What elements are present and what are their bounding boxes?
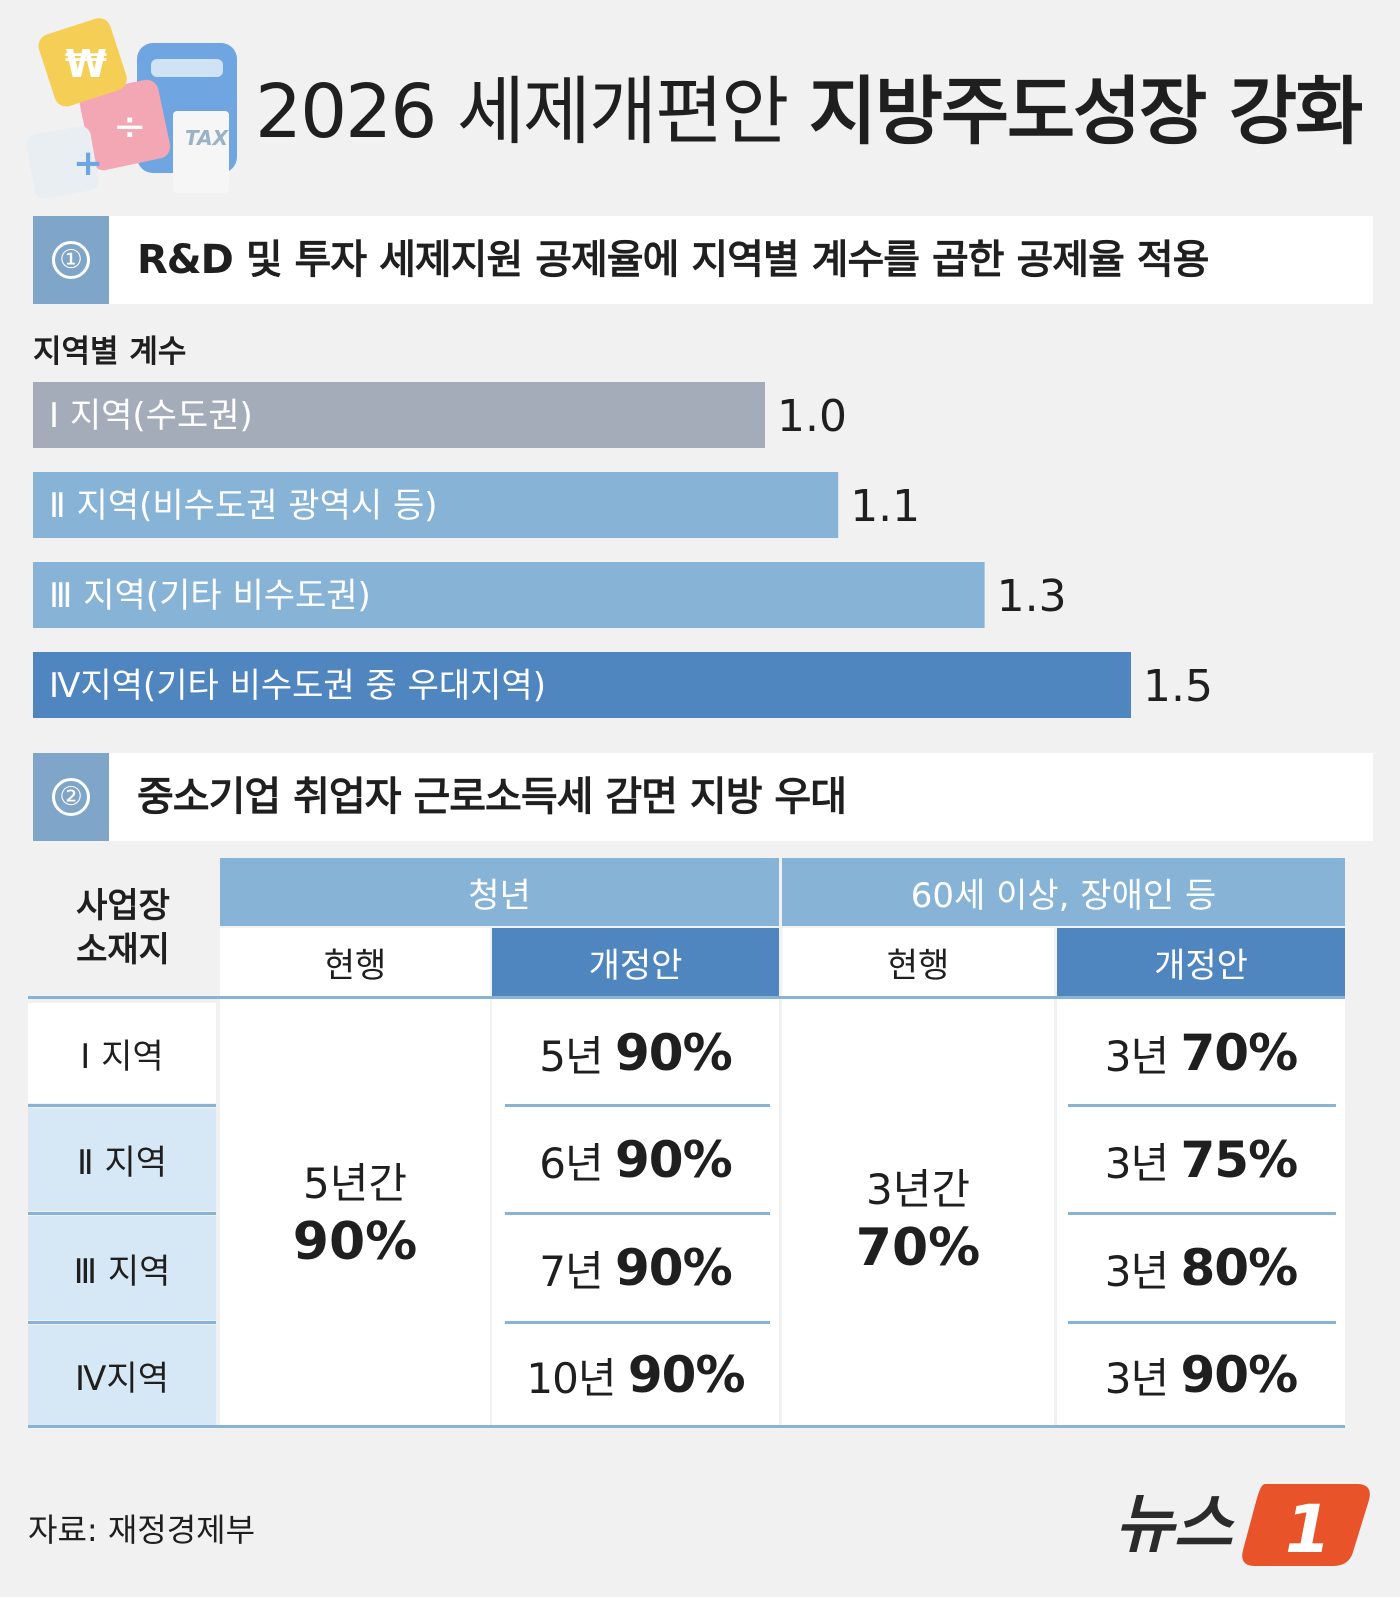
row-divider (505, 1104, 770, 1107)
youth-current-rate: 90% (292, 1212, 418, 1272)
senior-current-column (782, 999, 1054, 1427)
youth-current-period: 5년간 (302, 1159, 407, 1208)
bar-region-2 (33, 472, 839, 538)
bar-category-label: Ⅱ 지역(비수도권 광역시 등) (49, 486, 438, 526)
bar-category-label: Ⅰ 지역(수도권) (49, 396, 253, 436)
row-divider (1068, 1104, 1336, 1107)
youth-revised-cell: 5년 90% (539, 1024, 732, 1082)
svg-text:+: + (73, 143, 103, 184)
bar-value-label: 1.0 (777, 391, 847, 442)
senior-revised-column (1057, 999, 1345, 1427)
bar-value-label: 1.5 (1143, 661, 1213, 712)
logo-mark-icon (1242, 1484, 1370, 1566)
source-note: 자료: 재정경제부 (28, 1511, 256, 1549)
senior-revised-cell: 3년 80% (1104, 1239, 1298, 1297)
corner-label-line2: 소재지 (76, 930, 170, 970)
section2-banner: ② 중소기업 취업자 근로소득세 감면 지방 우대 (33, 753, 1373, 841)
senior-current-rate: 70% (855, 1218, 981, 1278)
table-bottom-border (28, 1425, 1345, 1428)
svg-text:÷: ÷ (113, 104, 147, 150)
bar-region-1 (33, 382, 765, 448)
bar-category-label: Ⅳ지역(기타 비수도권 중 우대지역) (49, 666, 546, 706)
row-label-region-3: Ⅲ 지역 (28, 1216, 216, 1320)
table-corner-header: 사업장 소재지 (28, 858, 218, 998)
subheader-youth-current: 현행 (220, 928, 490, 996)
bar-value-label: 1.1 (850, 481, 920, 532)
tax-label: TAX (185, 126, 230, 150)
title-emphasis: 지방주도성장 강화 (808, 69, 1363, 155)
subheader-senior-revised: 개정안 (1057, 928, 1345, 996)
logo-mark-number: 1 (1285, 1491, 1331, 1568)
row-divider (28, 1104, 216, 1107)
youth-current-value: 5년간 90% (220, 999, 490, 1427)
row-divider (505, 1321, 770, 1324)
row-label-region-2: Ⅱ 지역 (28, 1108, 216, 1211)
page-title: 2026 세제개편안 지방주도성장 강화 (255, 62, 1363, 162)
youth-revised-column (492, 999, 779, 1427)
subheader-youth-revised: 개정안 (492, 928, 779, 996)
section1-banner: ① R&D 및 투자 세제지원 공제율에 지역별 계수를 곱한 공제율 적용 (33, 216, 1373, 304)
youth-revised-cell: 6년 90% (539, 1131, 732, 1189)
section2-number-badge: ② (33, 753, 109, 841)
row-divider (1068, 1321, 1336, 1324)
tax-calculator-icon: TAX ÷ ₩ + (26, 18, 237, 199)
header-divider (28, 996, 1345, 999)
bar-category-label: Ⅲ 지역(기타 비수도권) (49, 576, 371, 616)
senior-revised-cell: 3년 70% (1104, 1024, 1298, 1082)
subheader-senior-current: 현행 (782, 928, 1054, 996)
bar-region-4 (33, 652, 1131, 718)
row-divider (1068, 1212, 1336, 1215)
corner-label-line1: 사업장 (76, 886, 170, 926)
youth-revised-cell: 7년 90% (539, 1239, 732, 1297)
group-header-senior: 60세 이상, 장애인 등 (782, 858, 1345, 926)
row-divider (28, 1321, 216, 1324)
youth-current-column (220, 999, 490, 1427)
bar-value-label: 1.3 (997, 571, 1067, 622)
bar-region-3 (33, 562, 985, 628)
chart-label: 지역별 계수 (33, 334, 187, 370)
section1-number-badge: ① (33, 216, 109, 304)
row-label-region-1: Ⅰ 지역 (28, 1003, 216, 1103)
section1-title: R&D 및 투자 세제지원 공제율에 지역별 계수를 곱한 공제율 적용 (137, 237, 1209, 283)
senior-current-period: 3년간 (865, 1165, 970, 1214)
title-year: 2026 세제개편안 (255, 69, 789, 155)
row-divider (28, 1212, 216, 1215)
news1-logo: 뉴스 1 (1115, 1484, 1370, 1568)
senior-revised-cell: 3년 90% (1104, 1346, 1298, 1404)
senior-revised-cell: 3년 75% (1104, 1131, 1298, 1189)
svg-text:₩: ₩ (65, 42, 107, 86)
row-label-region-4: Ⅳ지역 (28, 1325, 216, 1425)
youth-revised-cell: 10년 90% (526, 1346, 745, 1404)
row-divider (505, 1212, 770, 1215)
group-header-youth: 청년 (220, 858, 779, 926)
coefficient-bar-chart: Ⅰ 지역(수도권) 1.0 Ⅱ 지역(비수도권 광역시 등) 1.1 Ⅲ 지역(기타 비… (33, 382, 1213, 718)
section2-title: 중소기업 취업자 근로소득세 감면 지방 우대 (137, 774, 847, 820)
senior-current-value: 3년간 70% (782, 999, 1054, 1439)
logo-text: 뉴스 (1115, 1488, 1235, 1562)
